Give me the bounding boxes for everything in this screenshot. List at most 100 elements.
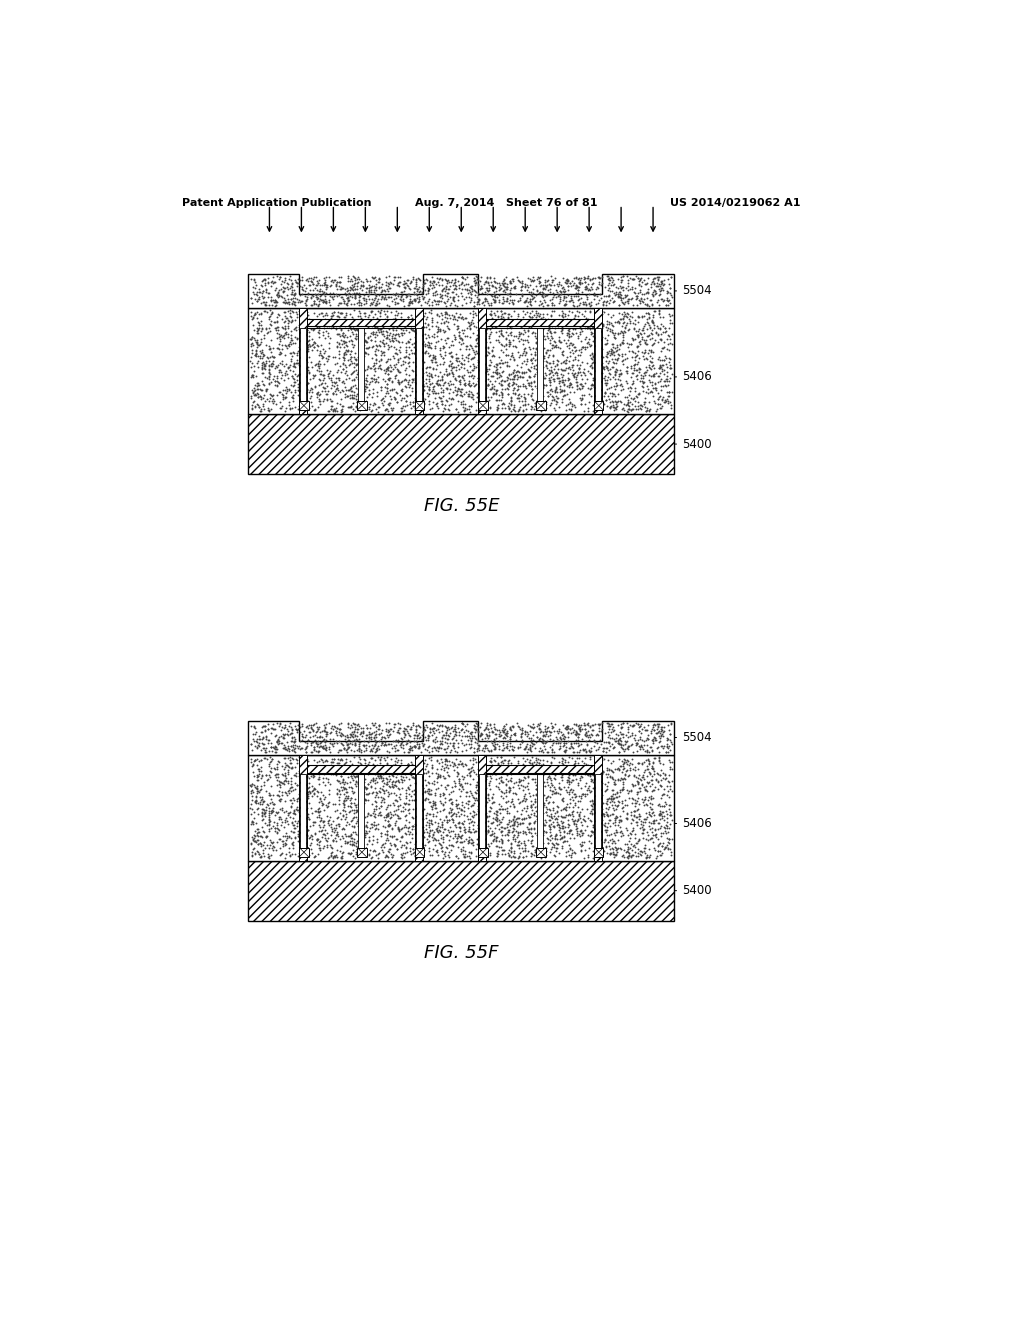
- Point: [447, 807, 464, 828]
- Point: [368, 294, 384, 315]
- Point: [461, 830, 477, 851]
- Point: [260, 272, 276, 293]
- Point: [425, 392, 441, 413]
- Point: [505, 826, 521, 847]
- Point: [659, 294, 676, 315]
- Point: [301, 397, 317, 418]
- Point: [557, 796, 573, 817]
- Point: [577, 752, 593, 774]
- Point: [663, 312, 679, 333]
- Point: [280, 290, 296, 312]
- Point: [391, 271, 408, 292]
- Point: [560, 376, 577, 397]
- Point: [355, 722, 372, 743]
- Point: [646, 810, 663, 832]
- Point: [379, 327, 395, 348]
- Point: [272, 279, 289, 300]
- Point: [300, 359, 316, 380]
- Point: [634, 774, 650, 795]
- Point: [468, 776, 484, 797]
- Point: [338, 339, 354, 360]
- Point: [344, 809, 360, 830]
- Point: [315, 824, 332, 845]
- Point: [347, 766, 364, 787]
- Point: [530, 718, 547, 739]
- Point: [481, 750, 498, 771]
- Point: [294, 392, 310, 413]
- Point: [613, 821, 630, 842]
- Point: [310, 304, 327, 325]
- Point: [332, 337, 348, 358]
- Point: [498, 792, 514, 813]
- Point: [503, 846, 519, 867]
- Point: [343, 268, 359, 289]
- Point: [260, 718, 276, 739]
- Point: [551, 312, 567, 333]
- Point: [477, 809, 494, 830]
- Point: [346, 288, 362, 309]
- Point: [388, 323, 404, 345]
- Point: [645, 759, 662, 780]
- Point: [440, 801, 457, 822]
- Point: [296, 775, 312, 796]
- Point: [563, 846, 580, 867]
- Point: [594, 785, 610, 807]
- Point: [591, 816, 607, 837]
- Point: [395, 294, 412, 315]
- Point: [614, 354, 631, 375]
- Point: [264, 800, 281, 821]
- Point: [648, 826, 665, 847]
- Point: [454, 366, 470, 387]
- Point: [494, 752, 510, 774]
- Point: [639, 759, 655, 780]
- Point: [251, 843, 267, 865]
- Point: [617, 284, 634, 305]
- Point: [268, 812, 285, 833]
- Point: [618, 360, 635, 381]
- Point: [284, 828, 300, 849]
- Point: [476, 338, 493, 359]
- Point: [361, 804, 378, 825]
- Text: 5406: 5406: [675, 371, 712, 383]
- Point: [348, 348, 365, 370]
- Point: [561, 342, 578, 363]
- Point: [525, 725, 542, 746]
- Point: [413, 796, 429, 817]
- Point: [368, 730, 384, 751]
- Point: [471, 797, 487, 818]
- Point: [421, 337, 437, 358]
- Point: [332, 315, 348, 337]
- Point: [532, 272, 549, 293]
- Point: [292, 276, 308, 297]
- Point: [606, 810, 623, 832]
- Point: [295, 768, 311, 789]
- Point: [551, 284, 567, 305]
- Point: [546, 741, 562, 762]
- Point: [588, 301, 604, 322]
- Point: [243, 286, 259, 308]
- Point: [379, 294, 395, 315]
- Point: [544, 288, 560, 309]
- Point: [447, 721, 464, 742]
- Point: [282, 807, 298, 828]
- Point: [414, 755, 430, 776]
- Point: [476, 334, 493, 355]
- Point: [499, 289, 515, 310]
- Point: [252, 379, 268, 400]
- Point: [600, 267, 616, 288]
- Point: [394, 843, 411, 865]
- Point: [360, 783, 377, 804]
- Point: [466, 738, 482, 759]
- Point: [287, 318, 303, 339]
- Point: [567, 322, 584, 343]
- Point: [372, 781, 388, 803]
- Point: [380, 733, 396, 754]
- Point: [621, 722, 637, 743]
- Point: [587, 351, 603, 372]
- Point: [290, 399, 306, 420]
- Point: [266, 793, 283, 814]
- Point: [643, 380, 659, 401]
- Point: [641, 801, 657, 822]
- Point: [583, 290, 599, 312]
- Point: [434, 393, 451, 414]
